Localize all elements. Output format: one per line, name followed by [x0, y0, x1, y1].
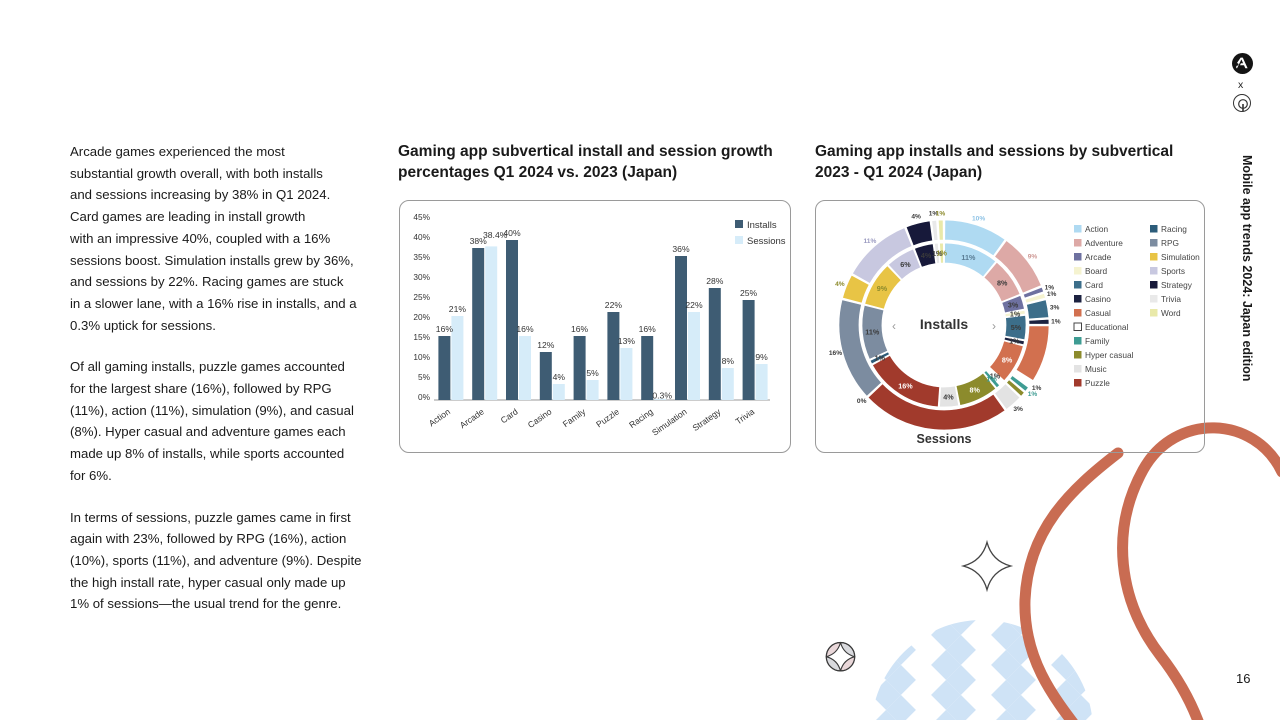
svg-text:Racing: Racing	[627, 406, 655, 430]
svg-text:Family: Family	[1085, 336, 1110, 346]
svg-text:36%: 36%	[672, 244, 690, 254]
svg-text:35%: 35%	[413, 252, 430, 262]
svg-text:Casino: Casino	[526, 406, 554, 430]
svg-text:15%: 15%	[413, 332, 430, 342]
svg-text:20%: 20%	[413, 312, 430, 322]
svg-text:22%: 22%	[685, 300, 703, 310]
svg-text:4%: 4%	[943, 393, 954, 402]
svg-text:Hyper casual: Hyper casual	[1085, 350, 1134, 360]
svg-text:1%: 1%	[937, 249, 948, 258]
svg-text:Racing: Racing	[1161, 224, 1187, 234]
svg-text:3%: 3%	[1008, 301, 1019, 310]
svg-text:16%: 16%	[571, 324, 589, 334]
svg-text:10%: 10%	[972, 216, 985, 223]
svg-text:28%: 28%	[706, 276, 724, 286]
svg-text:21%: 21%	[449, 304, 467, 314]
svg-text:Strategy: Strategy	[1161, 280, 1193, 290]
svg-text:Adventure: Adventure	[1085, 238, 1123, 248]
svg-text:0%: 0%	[418, 392, 431, 402]
svg-text:16%: 16%	[436, 324, 454, 334]
svg-text:45%: 45%	[413, 212, 430, 222]
svg-text:30%: 30%	[413, 272, 430, 282]
svg-text:Sessions: Sessions	[917, 432, 972, 446]
svg-text:5%: 5%	[418, 372, 431, 382]
svg-text:Board: Board	[1085, 266, 1108, 276]
svg-text:9%: 9%	[877, 284, 888, 293]
svg-text:Trivia: Trivia	[1161, 294, 1181, 304]
svg-text:4%: 4%	[835, 281, 845, 288]
svg-text:Sports: Sports	[1161, 266, 1185, 276]
svg-text:9%: 9%	[755, 352, 768, 362]
svg-text:25%: 25%	[413, 292, 430, 302]
svg-text:‹: ‹	[892, 319, 896, 333]
svg-text:Family: Family	[561, 406, 588, 429]
svg-text:0.3%: 0.3%	[652, 391, 672, 401]
svg-text:6%: 6%	[900, 260, 911, 269]
svg-text:RPG: RPG	[1161, 238, 1179, 248]
svg-text:16%: 16%	[898, 381, 913, 390]
svg-text:5%: 5%	[1011, 323, 1022, 332]
svg-text:8%: 8%	[1002, 355, 1013, 364]
svg-text:1%: 1%	[936, 210, 946, 217]
svg-text:1%: 1%	[1023, 396, 1033, 403]
svg-text:1%: 1%	[1047, 291, 1057, 298]
svg-text:10%: 10%	[413, 352, 430, 362]
svg-text:1%: 1%	[875, 353, 886, 362]
svg-text:Action: Action	[427, 406, 452, 428]
svg-text:9%: 9%	[1047, 353, 1057, 360]
svg-text:Music: Music	[1085, 364, 1107, 374]
svg-text:1%: 1%	[1051, 319, 1061, 326]
svg-text:5%: 5%	[586, 368, 599, 378]
svg-text:40%: 40%	[413, 232, 430, 242]
svg-text:Word: Word	[1161, 308, 1181, 318]
svg-text:0%: 0%	[857, 398, 867, 405]
svg-text:Action: Action	[1085, 224, 1108, 234]
svg-text:Trivia: Trivia	[734, 406, 757, 426]
svg-text:3%: 3%	[1050, 305, 1060, 312]
svg-text:4%: 4%	[911, 214, 921, 221]
svg-text:Strategy: Strategy	[690, 406, 723, 433]
svg-text:8%: 8%	[722, 356, 735, 366]
svg-text:Sessions: Sessions	[747, 236, 786, 247]
svg-text:Card: Card	[499, 406, 520, 425]
svg-text:22%: 22%	[605, 300, 623, 310]
svg-text:Puzzle: Puzzle	[1085, 378, 1110, 388]
svg-text:16%: 16%	[516, 324, 534, 334]
svg-text:11%: 11%	[865, 327, 880, 336]
svg-text:1%: 1%	[1009, 336, 1020, 345]
svg-text:Arcade: Arcade	[1085, 252, 1112, 262]
svg-text:8%: 8%	[997, 278, 1008, 287]
svg-text:8%: 8%	[970, 386, 981, 395]
svg-text:3%: 3%	[1013, 406, 1023, 413]
svg-text:Installs: Installs	[747, 220, 777, 231]
svg-text:13%: 13%	[618, 336, 636, 346]
svg-text:Arcade: Arcade	[458, 406, 486, 430]
svg-text:16%: 16%	[829, 350, 842, 357]
svg-text:Simulation: Simulation	[1161, 252, 1200, 262]
svg-text:4%: 4%	[553, 372, 566, 382]
svg-text:1%: 1%	[1010, 309, 1021, 318]
svg-text:9%: 9%	[1028, 254, 1038, 261]
svg-text:Simulation: Simulation	[650, 406, 689, 437]
svg-text:4%: 4%	[921, 251, 932, 260]
svg-text:16%: 16%	[639, 324, 657, 334]
svg-text:25%: 25%	[740, 288, 758, 298]
svg-text:Card: Card	[1085, 280, 1103, 290]
svg-text:12%: 12%	[537, 340, 555, 350]
svg-text:Casual: Casual	[1085, 308, 1111, 318]
svg-text:1%: 1%	[986, 375, 997, 384]
svg-text:11%: 11%	[863, 238, 876, 245]
svg-text:Puzzle: Puzzle	[594, 406, 621, 429]
svg-text:40%: 40%	[503, 228, 521, 238]
svg-text:Casino: Casino	[1085, 294, 1111, 304]
svg-text:11%: 11%	[961, 253, 976, 262]
svg-text:›: ›	[992, 319, 996, 333]
svg-text:Educational: Educational	[1085, 322, 1129, 332]
svg-text:Installs: Installs	[920, 316, 968, 332]
